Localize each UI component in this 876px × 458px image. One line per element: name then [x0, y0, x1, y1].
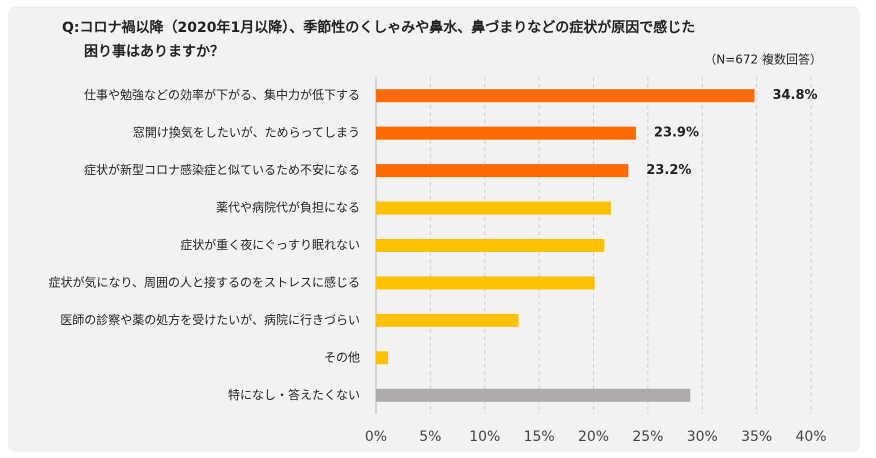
- y-tick-label: 仕事や勉強などの効率が下がる、集中力が低下する: [84, 87, 360, 102]
- value-label: 23.9%: [654, 126, 699, 141]
- panel: [8, 6, 860, 452]
- subtitle: （N=672 複数回答）: [704, 52, 822, 67]
- bar: [376, 351, 388, 365]
- y-tick-label: 症状が気になり、周囲の人と接するのをストレスに感じる: [48, 274, 360, 289]
- y-tick-label: その他: [324, 350, 360, 364]
- y-tick-label: 症状が新型コロナ感染症と似ているため不安になる: [84, 162, 360, 177]
- bar: [376, 388, 691, 402]
- x-tick-label: 10%: [469, 429, 500, 445]
- y-tick-label: 窓開け換気をしたいが、ためらってしまう: [133, 125, 360, 140]
- bar: [376, 201, 611, 215]
- x-tick-label: 5%: [419, 429, 441, 445]
- value-label: 23.2%: [646, 163, 691, 178]
- bar: [376, 126, 636, 140]
- x-tick-label: 15%: [524, 429, 555, 445]
- x-tick-label: 25%: [632, 429, 663, 445]
- y-tick-label: 症状が重く夜にぐっすり眠れない: [180, 237, 360, 252]
- x-tick-label: 30%: [687, 429, 718, 445]
- y-tick-label: 医師の診察や薬の処方を受けたいが、病院に行きづらい: [60, 312, 360, 327]
- bar: [376, 89, 755, 103]
- bar: [376, 239, 605, 252]
- x-tick-label: 35%: [741, 429, 772, 445]
- value-label: 34.8%: [772, 88, 817, 103]
- bar: [376, 164, 629, 178]
- x-tick-label: 20%: [578, 429, 609, 445]
- chart-title: 困り事はありますか？: [84, 43, 224, 60]
- y-tick-label: 特になし・答えたくない: [228, 387, 360, 402]
- x-tick-label: 0%: [365, 429, 387, 445]
- bar: [376, 313, 519, 327]
- chart-title: Q:コロナ禍以降（2020年1月以降）、季節性のくしゃみや鼻水、鼻づまりなどの症…: [62, 19, 695, 36]
- bar: [376, 276, 595, 290]
- y-tick-label: 薬代や病院代が負担になる: [216, 200, 360, 215]
- x-tick-label: 40%: [795, 429, 826, 445]
